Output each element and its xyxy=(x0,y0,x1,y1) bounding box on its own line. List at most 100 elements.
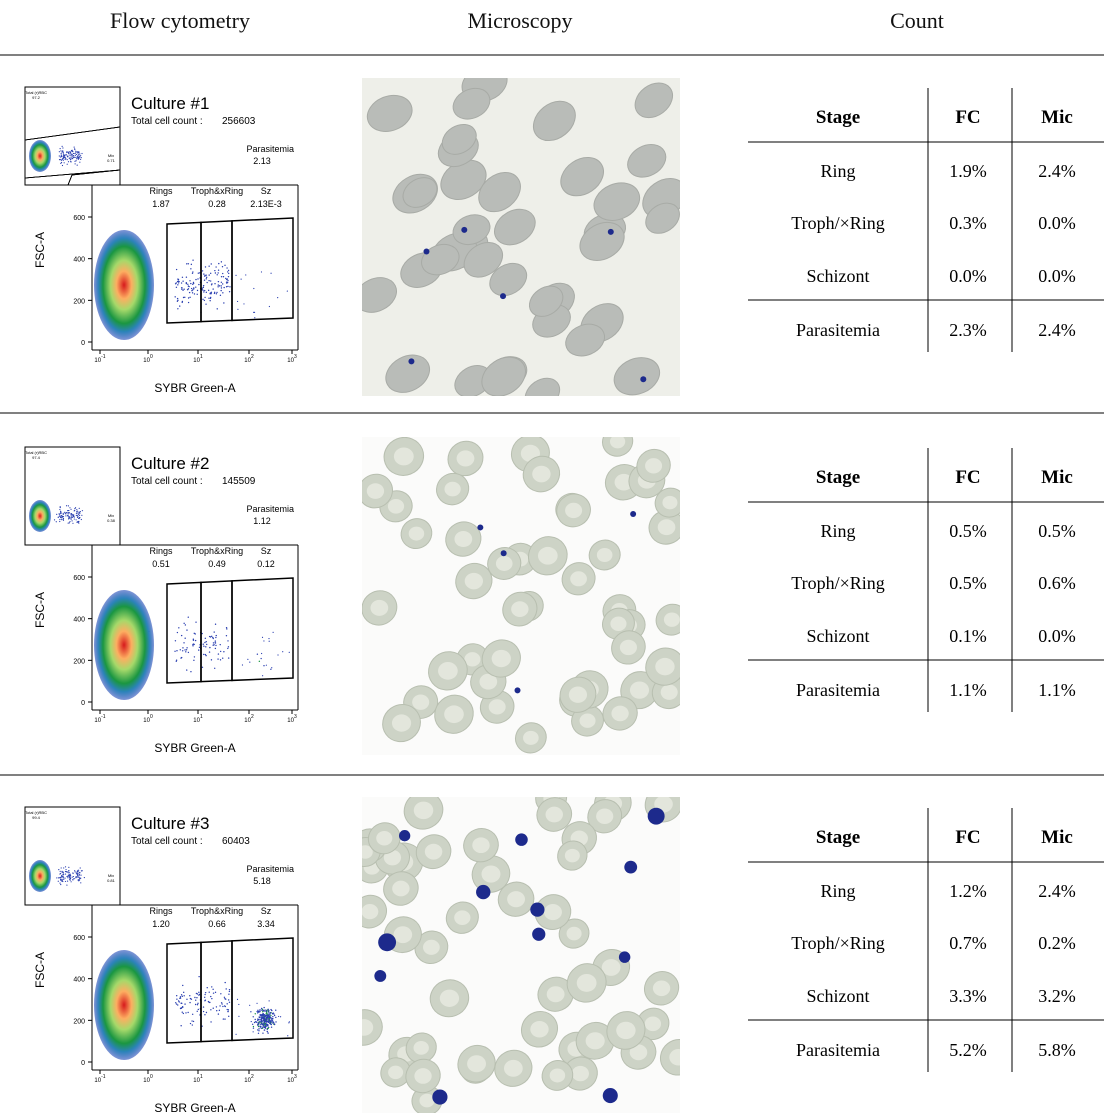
event-dot xyxy=(188,652,189,653)
event-dot xyxy=(214,270,215,271)
cell-center xyxy=(504,1060,523,1077)
inset-dot xyxy=(61,867,62,868)
parasite xyxy=(423,249,429,255)
event-dot xyxy=(211,986,212,987)
inset-dot xyxy=(67,159,68,160)
parasitemia-value: 1.12 xyxy=(253,516,271,526)
event-dot xyxy=(176,650,177,651)
event-dot xyxy=(199,647,200,648)
inset-dot xyxy=(65,515,66,516)
inset-dot xyxy=(59,519,60,520)
inset-dot xyxy=(77,165,78,166)
event-dot xyxy=(215,992,216,993)
cell-center xyxy=(457,450,475,466)
event-dot xyxy=(261,271,262,272)
event-dot xyxy=(204,997,205,998)
event-dot xyxy=(197,290,198,291)
parasite xyxy=(648,808,665,825)
inset-dot xyxy=(63,518,64,519)
event-dot xyxy=(203,273,204,274)
inset-dot xyxy=(60,150,61,151)
inset-dot xyxy=(71,158,72,159)
event-dot xyxy=(182,290,183,291)
event-dot xyxy=(190,998,191,999)
inset-dot xyxy=(76,873,77,874)
gate-label: Troph&xRing xyxy=(191,906,243,916)
event-dot xyxy=(180,649,181,650)
x-tick-label: 102 xyxy=(244,714,254,724)
parasitemia-label: Parasitemia xyxy=(246,504,294,514)
event-dot xyxy=(210,298,211,299)
table-header: Mic xyxy=(1041,467,1073,488)
event-dot xyxy=(272,1018,273,1019)
event-dot xyxy=(175,1002,176,1003)
inset-dot xyxy=(81,519,82,520)
inset-dot xyxy=(70,880,71,881)
event-dot xyxy=(203,645,204,646)
inset-dot xyxy=(78,512,79,513)
cell-center xyxy=(664,612,680,626)
inset-dot xyxy=(61,517,62,518)
event-dot xyxy=(243,303,244,304)
inset-dot xyxy=(60,517,61,518)
event-dot xyxy=(189,297,190,298)
event-dot xyxy=(255,1021,256,1022)
event-dot xyxy=(216,292,217,293)
inset-dot xyxy=(61,881,62,882)
event-dot xyxy=(179,1001,180,1002)
table-header: Stage xyxy=(816,827,860,848)
event-dot xyxy=(259,1017,260,1018)
event-dot xyxy=(176,995,177,996)
event-dot xyxy=(216,1010,217,1011)
inset-value: 99.4 xyxy=(32,815,41,820)
parasitemia-label: Parasitemia xyxy=(246,864,294,874)
event-dot xyxy=(252,1024,253,1025)
event-dot xyxy=(271,667,272,668)
x-tick-label: 103 xyxy=(287,714,297,724)
cell-center xyxy=(532,466,550,483)
inset-dot xyxy=(69,874,70,875)
inset-dot xyxy=(79,874,80,875)
inset-dot xyxy=(66,154,67,155)
event-dot xyxy=(268,1011,269,1012)
event-dot xyxy=(186,629,187,630)
inset-dot xyxy=(77,875,78,876)
inset-dot xyxy=(77,521,78,522)
event-dot xyxy=(226,282,227,283)
cell-center xyxy=(550,1069,565,1083)
event-dot xyxy=(187,284,188,285)
event-dot xyxy=(210,1009,211,1010)
inset-dot xyxy=(60,884,61,885)
inset-dot xyxy=(63,158,64,159)
event-dot xyxy=(180,1025,181,1026)
event-dot xyxy=(227,280,228,281)
event-dot xyxy=(188,297,189,298)
table-cell: 0.2% xyxy=(1038,933,1076,953)
inset-dot xyxy=(80,875,81,876)
event-dot xyxy=(253,1027,254,1028)
x-tick-exponent: 1 xyxy=(200,1074,203,1080)
event-dot xyxy=(192,259,193,260)
event-dot xyxy=(185,651,186,652)
inset-dot xyxy=(66,512,67,513)
inset-density xyxy=(29,140,51,172)
parasite xyxy=(515,687,521,693)
event-dot xyxy=(264,1029,265,1030)
event-dot xyxy=(229,286,230,287)
event-dot xyxy=(255,1019,256,1020)
cell-center xyxy=(465,573,483,589)
event-dot xyxy=(175,640,176,641)
event-dot xyxy=(271,1020,272,1021)
table-header: Stage xyxy=(816,467,860,488)
inset-dot xyxy=(54,519,55,520)
event-dot xyxy=(186,649,187,650)
x-tick-exponent: 3 xyxy=(294,1074,297,1080)
event-dot xyxy=(228,657,229,658)
event-dot xyxy=(182,302,183,303)
cell-center xyxy=(454,531,472,547)
table-cell: Troph/×Ring xyxy=(791,573,885,593)
gate-value: 0.51 xyxy=(152,559,170,569)
x-tick-exponent: 2 xyxy=(251,1074,254,1080)
event-dot xyxy=(229,1002,230,1003)
cell-center xyxy=(661,684,678,699)
